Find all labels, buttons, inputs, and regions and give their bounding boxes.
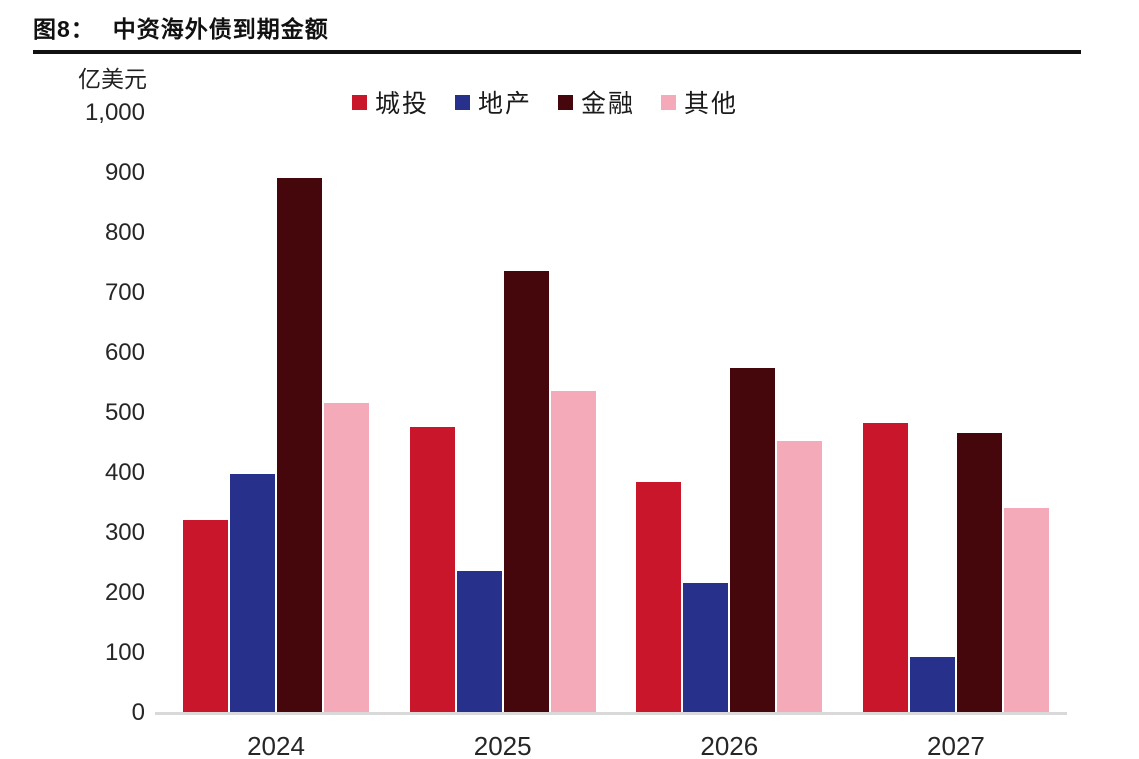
chart-legend: 城投 地产 金融 其他	[155, 84, 935, 120]
bar-其他-2026	[777, 441, 823, 713]
bar-其他-2024	[324, 403, 369, 713]
bar-group-2024: 2024	[183, 113, 369, 759]
plot-area: 2024 2025 2026 2027	[155, 113, 1065, 759]
bar-地产-2025	[456, 571, 502, 713]
bar-其他-2025	[550, 391, 596, 713]
x-tick-label: 2024	[247, 731, 305, 759]
bar-城投-2024	[183, 520, 228, 713]
figure-label: 图8：	[33, 16, 95, 42]
bar-城投-2026	[636, 482, 682, 713]
legend-swatch-icon	[351, 94, 367, 110]
legend-label: 城投	[374, 90, 429, 118]
y-tick-label: 900	[104, 159, 145, 186]
bar-城投-2025	[409, 427, 455, 713]
legend-item-其他: 其他	[661, 84, 738, 120]
y-tick-label: 0	[131, 699, 145, 726]
legend-swatch-icon	[661, 94, 677, 110]
y-tick-label: 300	[104, 519, 145, 546]
figure-title-text: 中资海外债到期金额	[112, 16, 329, 42]
legend-label: 其他	[684, 90, 739, 118]
bar-group-2026: 2026	[636, 113, 823, 759]
legend-swatch-icon	[454, 94, 470, 110]
legend-swatch-icon	[558, 94, 573, 110]
title-divider-line	[33, 50, 1081, 54]
legend-item-城投: 城投	[351, 84, 429, 120]
x-tick-label: 2026	[700, 731, 759, 759]
y-tick-label: 700	[104, 279, 145, 306]
bar-地产-2027	[909, 657, 955, 713]
y-tick-label: 1,000	[84, 99, 145, 126]
bar-地产-2026	[683, 583, 729, 713]
bar-地产-2024	[230, 474, 275, 713]
x-tick-label: 2025	[473, 731, 532, 759]
bar-group-2027: 2027	[862, 113, 1049, 759]
bar-金融-2025	[503, 271, 549, 713]
bar-group-2025: 2025	[409, 113, 596, 759]
legend-item-地产: 地产	[454, 84, 532, 120]
bar-金融-2027	[956, 433, 1002, 713]
y-tick-label: 100	[104, 639, 145, 666]
legend-label: 金融	[581, 90, 636, 118]
bar-金融-2024	[277, 178, 322, 713]
y-tick-label: 400	[104, 459, 145, 486]
bar-金融-2026	[730, 368, 776, 713]
y-axis-unit-label: 亿美元	[78, 66, 147, 92]
x-tick-label: 2027	[927, 731, 985, 759]
y-tick-label: 800	[104, 219, 145, 246]
figure-title: 图8： 中资海外债到期金额	[33, 10, 329, 44]
bar-城投-2027	[862, 423, 908, 713]
y-tick-label: 500	[104, 399, 145, 426]
y-tick-label: 200	[104, 579, 145, 606]
legend-item-金融: 金融	[558, 84, 635, 120]
y-tick-label: 600	[104, 339, 145, 366]
x-axis-line	[155, 712, 1067, 715]
legend-label: 地产	[477, 90, 532, 118]
bar-其他-2027	[1003, 508, 1049, 713]
